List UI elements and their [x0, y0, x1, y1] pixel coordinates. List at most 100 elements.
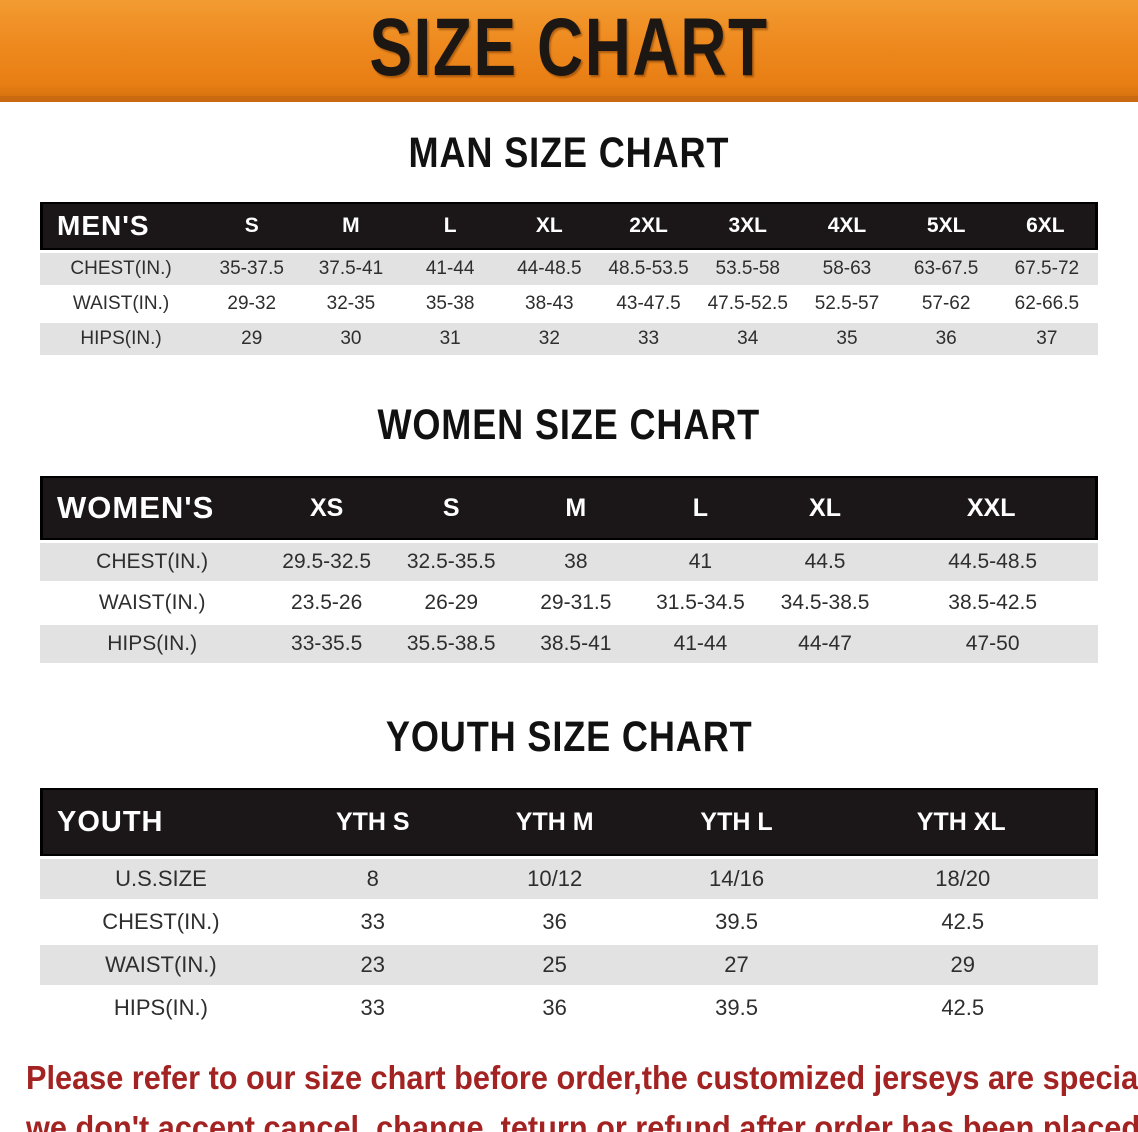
measure-label: WAIST(IN.)	[40, 288, 203, 320]
measure-value: 14/16	[645, 859, 828, 899]
size-column-header: 2XL	[598, 202, 699, 250]
row-group-label: MEN'S	[40, 202, 203, 250]
measure-value: 34	[698, 323, 798, 355]
measure-value: 38.5-42.5	[887, 584, 1098, 622]
order-disclaimer: Please refer to our size chart before or…	[0, 1053, 1138, 1132]
measure-value: 35-38	[400, 288, 500, 320]
measure-value: 30	[301, 323, 401, 355]
measure-value: 52.5-57	[797, 288, 897, 320]
measure-value: 67.5-72	[995, 253, 1098, 285]
table-row: WAIST(IN.) 23.5-26 26-29 29-31.5 31.5-34.5 34…	[40, 584, 1098, 622]
measure-value: 44-48.5	[499, 253, 599, 285]
measure-value: 43-47.5	[598, 288, 699, 320]
measure-value: 25	[463, 945, 646, 985]
measure-value: 34.5-38.5	[762, 584, 888, 622]
measure-value: 33	[281, 988, 464, 1028]
measure-label: U.S.SIZE	[40, 859, 282, 899]
table-row: HIPS(IN.) 33-35.5 35.5-38.5 38.5-41 41-44 44-…	[40, 625, 1098, 663]
table-row: CHEST(IN.) 35-37.5 37.5-41 41-44 44-48.5 48.5…	[40, 253, 1098, 285]
measure-value: 32	[499, 323, 599, 355]
measure-value: 29	[827, 945, 1098, 985]
measure-value: 36	[896, 323, 996, 355]
measure-value: 53.5-58	[698, 253, 798, 285]
measure-value: 37.5-41	[301, 253, 401, 285]
size-column-header: 5XL	[896, 202, 996, 250]
measure-value: 47-50	[887, 625, 1098, 663]
size-column-header: M	[301, 202, 401, 250]
measure-value: 42.5	[827, 902, 1098, 942]
measure-value: 33	[281, 902, 464, 942]
measure-label: HIPS(IN.)	[40, 323, 203, 355]
measure-value: 31	[400, 323, 500, 355]
women-size-table: WOMEN'S XS S M L XL XXL CHEST(IN.) 29.5-32.5 32.5…	[40, 473, 1098, 666]
measure-value: 8	[281, 859, 464, 899]
measure-value: 31.5-34.5	[638, 584, 763, 622]
size-column-header: L	[400, 202, 500, 250]
measure-value: 47.5-52.5	[698, 288, 798, 320]
measure-value: 44.5	[762, 543, 888, 581]
table-row: HIPS(IN.) 29 30 31 32 33 34 35 36 37	[40, 323, 1098, 355]
measure-label: CHEST(IN.)	[40, 543, 265, 581]
measure-value: 39.5	[645, 988, 828, 1028]
measure-value: 63-67.5	[896, 253, 996, 285]
measure-label: WAIST(IN.)	[40, 945, 282, 985]
title-banner: SIZE CHART	[0, 0, 1138, 102]
header-row: YOUTH YTH S YTH M YTH L YTH XL	[40, 788, 1098, 856]
youth-size-section: YOUTH SIZE CHART YOUTH YTH S YTH M YTH L YTH…	[0, 716, 1138, 1031]
measure-value: 38.5-41	[513, 625, 639, 663]
measure-value: 62-66.5	[995, 288, 1098, 320]
measure-value: 27	[645, 945, 828, 985]
measure-value: 23	[281, 945, 464, 985]
measure-value: 58-63	[797, 253, 897, 285]
measure-value: 41-44	[400, 253, 500, 285]
size-column-header: YTH L	[645, 788, 828, 856]
measure-value: 41	[638, 543, 763, 581]
size-column-header: XS	[264, 476, 389, 540]
page-title: SIZE CHART	[369, 2, 769, 93]
size-column-header: 4XL	[797, 202, 897, 250]
measure-value: 35-37.5	[202, 253, 302, 285]
measure-value: 23.5-26	[264, 584, 389, 622]
measure-value: 33-35.5	[264, 625, 389, 663]
measure-value: 35.5-38.5	[388, 625, 514, 663]
measure-value: 38-43	[499, 288, 599, 320]
table-row: CHEST(IN.) 29.5-32.5 32.5-35.5 38 41 44.5 44.5…	[40, 543, 1098, 581]
measure-value: 32.5-35.5	[388, 543, 514, 581]
measure-label: WAIST(IN.)	[40, 584, 265, 622]
measure-value: 39.5	[645, 902, 828, 942]
measure-value: 44-47	[762, 625, 888, 663]
size-column-header: S	[202, 202, 302, 250]
size-column-header: YTH M	[463, 788, 646, 856]
measure-value: 32-35	[301, 288, 401, 320]
measure-value: 33	[598, 323, 699, 355]
measure-label: HIPS(IN.)	[40, 625, 265, 663]
header-row: MEN'S S M L XL 2XL 3XL 4XL 5XL 6XL	[40, 202, 1098, 250]
row-group-label: WOMEN'S	[40, 476, 265, 540]
measure-value: 44.5-48.5	[887, 543, 1098, 581]
size-column-header: L	[638, 476, 763, 540]
women-size-section: WOMEN SIZE CHART WOMEN'S XS S M L XL XXL CHEST(…	[0, 404, 1138, 666]
measure-value: 38	[513, 543, 639, 581]
measure-value: 29.5-32.5	[264, 543, 389, 581]
measure-value: 41-44	[638, 625, 763, 663]
table-row: WAIST(IN.) 29-32 32-35 35-38 38-43 43-47.5 47.…	[40, 288, 1098, 320]
disclaimer-line-2: we don't accept cancel, change, teturn o…	[26, 1109, 1138, 1132]
measure-value: 18/20	[827, 859, 1098, 899]
header-row: WOMEN'S XS S M L XL XXL	[40, 476, 1098, 540]
women-chart-heading: WOMEN SIZE CHART	[377, 401, 761, 449]
measure-value: 26-29	[388, 584, 514, 622]
youth-chart-heading: YOUTH SIZE CHART	[385, 713, 753, 761]
men-size-section: MAN SIZE CHART MEN'S S M L XL 2XL 3XL 4XL 5XL 6XL…	[0, 132, 1138, 358]
size-column-header: 3XL	[698, 202, 798, 250]
size-column-header: 6XL	[995, 202, 1098, 250]
size-column-header: XL	[499, 202, 599, 250]
size-column-header: YTH XL	[827, 788, 1098, 856]
table-row: HIPS(IN.) 33 36 39.5 42.5	[40, 988, 1098, 1028]
measure-value: 29	[202, 323, 302, 355]
men-size-table: MEN'S S M L XL 2XL 3XL 4XL 5XL 6XL CHEST(IN.) 35-37…	[40, 199, 1098, 358]
row-group-label: YOUTH	[40, 788, 282, 856]
size-column-header: XL	[762, 476, 888, 540]
size-column-header: M	[513, 476, 639, 540]
measure-value: 36	[463, 988, 646, 1028]
